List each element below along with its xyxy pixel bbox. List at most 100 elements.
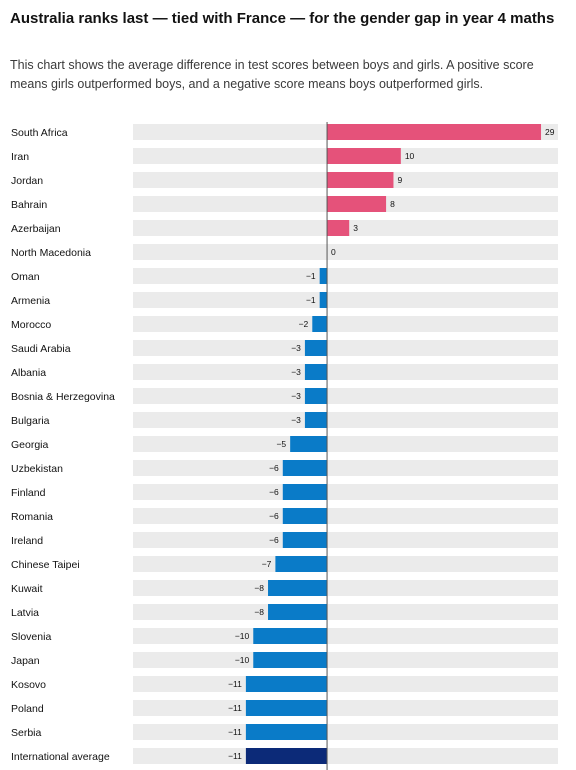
value-label: 9 (397, 175, 402, 185)
bar-track (133, 628, 558, 644)
value-label: −11 (228, 751, 242, 761)
value-label: 0 (331, 247, 336, 257)
bar-track (133, 724, 558, 740)
bar (327, 124, 542, 140)
category-label: Chinese Taipei (11, 559, 80, 571)
value-label: −6 (269, 487, 279, 497)
category-label: Albania (11, 367, 46, 379)
bar (282, 484, 328, 500)
category-label: South Africa (11, 127, 68, 139)
bar-row: Oman −1 (11, 268, 558, 284)
category-label: Kosovo (11, 679, 46, 691)
bar-row: Bosnia & Herzegovina −3 (11, 388, 558, 404)
bar (290, 436, 328, 452)
bar (312, 316, 328, 332)
chart-subtitle: This chart shows the average difference … (10, 58, 534, 91)
category-label: Saudi Arabia (11, 343, 71, 355)
bar-row: Bahrain 8 (11, 196, 558, 212)
bar-track (133, 748, 558, 764)
bar (304, 388, 328, 404)
bar (304, 364, 328, 380)
category-label: North Macedonia (11, 247, 91, 259)
category-label: Serbia (11, 727, 42, 739)
category-label: Armenia (11, 295, 50, 307)
bar-track (133, 316, 558, 332)
bar-row: Armenia −1 (11, 292, 558, 308)
bar-row: Finland −6 (11, 484, 558, 500)
bar (327, 148, 401, 164)
category-label: Japan (11, 655, 40, 667)
category-label: Poland (11, 703, 44, 715)
bar-track (133, 292, 558, 308)
value-label: −5 (276, 439, 286, 449)
value-label: −3 (291, 367, 301, 377)
bar (327, 220, 350, 236)
bar-track (133, 484, 558, 500)
category-label: International average (11, 751, 110, 763)
category-label: Jordan (11, 175, 43, 187)
category-label: Finland (11, 487, 46, 499)
bar-track (133, 652, 558, 668)
bar-row: Saudi Arabia −3 (11, 340, 558, 356)
bar-track (133, 508, 558, 524)
value-label: −1 (306, 271, 316, 281)
category-label: Ireland (11, 535, 43, 547)
bar-track (133, 676, 558, 692)
category-label: Bosnia & Herzegovina (11, 391, 115, 403)
value-label: −11 (228, 703, 242, 713)
bar-row: Kuwait −8 (11, 580, 558, 596)
bar-track (133, 340, 558, 356)
value-label: −8 (254, 583, 264, 593)
bar (245, 724, 328, 740)
bar (304, 340, 328, 356)
bar (282, 508, 328, 524)
bar (268, 580, 328, 596)
bar-track (133, 436, 558, 452)
bar-row: Poland −11 (11, 700, 558, 716)
bar (253, 628, 328, 644)
bar-row: Romania −6 (11, 508, 558, 524)
bar-track (133, 364, 558, 380)
value-label: 3 (353, 223, 358, 233)
bar-track (133, 388, 558, 404)
category-label: Uzbekistan (11, 463, 63, 475)
value-label: −1 (306, 295, 316, 305)
bar-track (133, 556, 558, 572)
value-label: 10 (405, 151, 415, 161)
value-label: 29 (545, 127, 555, 137)
bar-row: Japan −10 (11, 652, 558, 668)
bar-track (133, 412, 558, 428)
value-label: −3 (291, 343, 301, 353)
category-label: Azerbaijan (11, 223, 61, 235)
bar (327, 172, 394, 188)
value-label: −3 (291, 391, 301, 401)
category-label: Oman (11, 271, 40, 283)
bar (268, 604, 328, 620)
category-label: Bulgaria (11, 415, 50, 427)
average-bar (245, 748, 328, 764)
category-label: Iran (11, 151, 29, 163)
bar-row: Serbia −11 (11, 724, 558, 740)
value-label: 8 (390, 199, 395, 209)
value-label: −10 (235, 631, 250, 641)
bar-track (133, 700, 558, 716)
value-label: −11 (228, 679, 242, 689)
bar-row: International average −11 (11, 748, 558, 764)
bar-row: Jordan 9 (11, 172, 558, 188)
value-label: −6 (269, 535, 279, 545)
bar (282, 532, 328, 548)
category-label: Georgia (11, 439, 49, 451)
bar-track (133, 580, 558, 596)
bar-row: Georgia −5 (11, 436, 558, 452)
category-label: Romania (11, 511, 53, 523)
bar-row: Albania −3 (11, 364, 558, 380)
category-label: Morocco (11, 319, 51, 331)
value-label: −2 (299, 319, 309, 329)
bar-row: Uzbekistan −6 (11, 460, 558, 476)
value-label: −11 (228, 727, 242, 737)
bar-row: Azerbaijan 3 (11, 220, 558, 236)
bar-track (133, 604, 558, 620)
bar-track (133, 268, 558, 284)
